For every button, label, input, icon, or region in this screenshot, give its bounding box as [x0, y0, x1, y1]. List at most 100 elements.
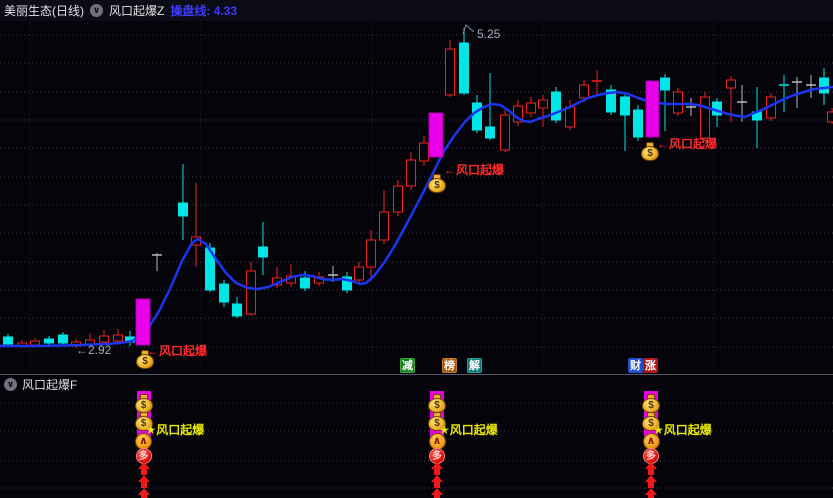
money-bag-icon: $	[136, 350, 154, 369]
ma-line-value: 操盘线: 4.33	[170, 4, 238, 18]
up-arrow-icon	[431, 462, 443, 475]
star-signal-label: ★风口起爆	[145, 423, 205, 437]
arrow-stem	[648, 469, 654, 475]
candle-body-down	[606, 89, 616, 113]
money-bag-icon: $	[134, 412, 153, 431]
event-badge[interactable]: 榜	[442, 358, 457, 373]
arrow-stem	[434, 482, 440, 488]
arrow-stem	[140, 482, 147, 488]
ma-line	[0, 85, 833, 348]
title-bar: 美丽生态(日线) ∨ 风口起爆Z 操盘线: 4.33	[0, 0, 833, 21]
arrow-stem	[648, 482, 654, 488]
candle-body-up	[354, 266, 364, 281]
candle-body-down	[58, 334, 68, 344]
arrow-head	[431, 488, 443, 495]
chevron-down-icon[interactable]: ∨	[90, 4, 103, 17]
candle-body-down	[44, 338, 54, 344]
star-signal-label: ★风口起爆	[439, 423, 498, 437]
dollar-sign: $	[434, 180, 440, 191]
coin-caret-icon: ∧	[428, 432, 446, 450]
candle-body-up	[366, 239, 376, 268]
candle-body-down	[342, 276, 352, 291]
stock-name[interactable]: 美丽生态(日线)	[4, 4, 84, 18]
money-bag-icon: $	[428, 174, 446, 193]
candle-body-up	[246, 270, 256, 315]
money-bag-icon: $	[642, 412, 660, 431]
candle-body-down	[232, 303, 242, 317]
up-arrow-icon	[137, 462, 150, 475]
candle-body-up	[379, 211, 389, 241]
signal-bar	[135, 298, 151, 346]
candle-body-up	[726, 79, 736, 89]
candle-body-up	[406, 159, 416, 187]
arrow-head	[645, 488, 657, 495]
arrow-stem	[140, 469, 147, 475]
signal-text: ←风口起爆	[444, 163, 505, 177]
money-bag-icon: $	[428, 394, 446, 413]
money-bag-icon: $	[428, 412, 446, 431]
candle-body-down	[472, 102, 482, 131]
price-label: 5.25	[477, 27, 501, 41]
candle-body-up	[538, 99, 548, 109]
money-bag-body	[641, 146, 659, 161]
candle-body-up	[526, 102, 536, 114]
dollar-sign: $	[140, 418, 147, 429]
candle-body-up	[579, 84, 589, 99]
chevron-down-icon[interactable]: ∨	[4, 377, 17, 391]
event-badge[interactable]: 减	[400, 358, 415, 373]
money-bag-icon: $	[134, 394, 153, 413]
up-arrow-icon	[137, 475, 150, 488]
candle-body-down	[3, 336, 13, 345]
arrow-head	[137, 462, 150, 469]
candle-body-up	[827, 111, 833, 123]
price-label: ←2.92	[76, 343, 112, 357]
candle-body-down	[459, 42, 469, 94]
arrow-stem	[434, 495, 440, 498]
dollar-sign: $	[140, 400, 147, 411]
candle-body-up	[99, 335, 109, 343]
sub-indicator-name[interactable]: 风口起爆F	[22, 377, 78, 392]
candle-body-down	[551, 91, 561, 121]
candle-body-up	[500, 114, 510, 151]
arrow-head	[137, 488, 150, 495]
event-badge[interactable]: 解	[467, 358, 482, 373]
up-arrow-icon	[645, 488, 657, 498]
main-indicator-name[interactable]: 风口起爆Z	[109, 4, 165, 18]
dollar-sign: $	[434, 400, 440, 411]
candle-body-down	[620, 96, 630, 116]
candle-body-down	[300, 277, 310, 289]
dollar-sign: $	[142, 356, 148, 367]
signal-bar	[428, 112, 444, 158]
arrow-head	[431, 475, 443, 482]
up-arrow-icon	[645, 475, 657, 488]
dollar-sign: $	[434, 418, 440, 429]
candle-body-down	[485, 126, 495, 139]
dollar-sign: $	[647, 148, 653, 159]
candle-body-down	[219, 283, 229, 303]
money-bag-body	[134, 416, 153, 431]
sub-panel-header: ∨ 风口起爆F	[0, 376, 833, 392]
money-bag-body	[428, 178, 446, 193]
arrow-head	[431, 462, 443, 469]
candle-body-up	[113, 334, 123, 342]
arrow-stem	[140, 495, 147, 498]
coin-caret-icon: ∧	[135, 432, 152, 450]
coin-caret-icon: ∧	[642, 432, 660, 450]
candle-body-up	[700, 96, 710, 139]
signal-text: ←风口起爆	[147, 344, 208, 358]
money-bag-body	[642, 416, 660, 431]
panel-divider[interactable]	[0, 374, 833, 375]
up-arrow-icon	[431, 475, 443, 488]
money-bag-body	[136, 354, 154, 369]
event-badge[interactable]: 财	[628, 358, 643, 373]
arrow-head	[645, 475, 657, 482]
arrow-stem	[434, 469, 440, 475]
signal-text: ←风口起爆	[657, 137, 718, 151]
candle-body-up	[393, 185, 403, 213]
candle-body-down	[178, 202, 188, 217]
up-arrow-icon	[431, 488, 443, 498]
event-badge[interactable]: 涨	[643, 358, 658, 373]
